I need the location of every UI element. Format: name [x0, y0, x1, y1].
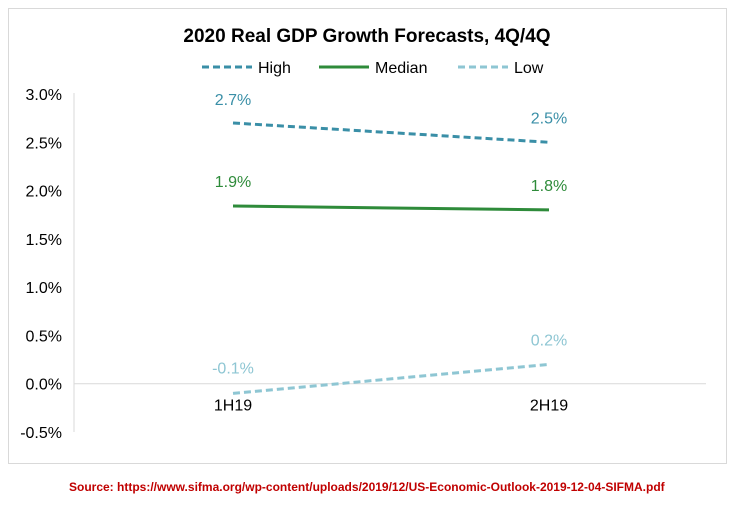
x-tick-label: 2H19	[530, 398, 568, 415]
series-line-high	[232, 121, 550, 144]
line-chart: 2020 Real GDP Growth Forecasts, 4Q/4Q Hi…	[20, 26, 706, 442]
source-note: Source: https://www.sifma.org/wp-content…	[69, 480, 665, 494]
y-tick-label: 1.5%	[26, 232, 62, 249]
data-label-median-2h19: 1.8%	[531, 178, 567, 195]
chart-title: 2020 Real GDP Growth Forecasts, 4Q/4Q	[183, 26, 550, 47]
legend-label-median: Median	[375, 60, 427, 77]
legend-label-high: High	[258, 60, 291, 77]
data-label-low-1h19: -0.1%	[212, 360, 254, 377]
series-line-median	[232, 204, 550, 212]
data-label-median-1h19: 1.9%	[215, 174, 251, 191]
y-axis-ticks: 3.0% 2.5% 2.0% 1.5% 1.0% 0.5% 0.0% -0.5%	[20, 87, 62, 442]
y-tick-label: 2.0%	[26, 184, 62, 201]
chart-frame	[8, 8, 727, 464]
y-tick-label: 1.0%	[26, 280, 62, 297]
y-tick-label: 3.0%	[26, 87, 62, 104]
legend: High Median Low	[202, 60, 544, 77]
series-line-low	[232, 362, 550, 395]
y-tick-label: -0.5%	[20, 425, 62, 442]
y-tick-label: 0.5%	[26, 328, 62, 345]
legend-label-low: Low	[514, 60, 544, 77]
x-tick-label: 1H19	[214, 398, 252, 415]
y-tick-label: 2.5%	[26, 135, 62, 152]
data-label-high-1h19: 2.7%	[215, 92, 251, 109]
data-label-high-2h19: 2.5%	[531, 110, 567, 127]
x-axis-ticks: 1H19 2H19	[214, 398, 568, 415]
y-tick-label: 0.0%	[26, 377, 62, 394]
data-label-low-2h19: 0.2%	[531, 332, 567, 349]
